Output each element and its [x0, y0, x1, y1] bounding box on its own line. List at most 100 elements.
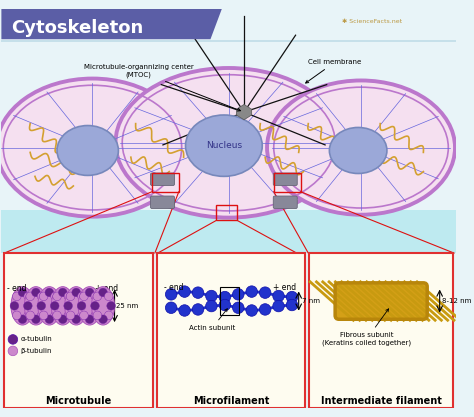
- Text: Microfilament: Microfilament: [193, 396, 269, 406]
- Ellipse shape: [91, 286, 115, 325]
- Circle shape: [259, 304, 271, 315]
- Bar: [309, 253, 453, 409]
- Circle shape: [39, 311, 48, 320]
- Circle shape: [8, 334, 18, 344]
- Bar: [1, 210, 456, 253]
- Text: Cell membrane: Cell membrane: [306, 59, 362, 83]
- Circle shape: [273, 290, 284, 302]
- Circle shape: [192, 287, 204, 299]
- Circle shape: [93, 301, 102, 310]
- Circle shape: [91, 292, 100, 301]
- Text: Microtubule-organnizing center
(MTOC): Microtubule-organnizing center (MTOC): [83, 64, 240, 111]
- Circle shape: [26, 301, 35, 310]
- Circle shape: [179, 305, 191, 316]
- Circle shape: [64, 301, 73, 310]
- Circle shape: [233, 302, 244, 314]
- Circle shape: [192, 304, 204, 315]
- Circle shape: [26, 311, 35, 320]
- Text: + end: + end: [273, 283, 296, 291]
- Circle shape: [99, 288, 108, 297]
- Circle shape: [24, 292, 33, 301]
- Ellipse shape: [185, 115, 262, 176]
- Circle shape: [259, 287, 271, 299]
- Circle shape: [246, 305, 257, 316]
- Circle shape: [50, 301, 59, 310]
- Circle shape: [93, 292, 101, 301]
- Bar: [220, 286, 239, 315]
- Circle shape: [66, 311, 75, 320]
- Circle shape: [85, 315, 94, 324]
- Circle shape: [165, 302, 177, 314]
- Circle shape: [72, 315, 81, 324]
- Circle shape: [78, 311, 86, 320]
- Circle shape: [91, 301, 100, 310]
- FancyBboxPatch shape: [273, 173, 297, 186]
- Circle shape: [91, 311, 100, 320]
- Text: Actin subunit: Actin subunit: [189, 309, 236, 331]
- Text: ✱ ScienceFacts.net: ✱ ScienceFacts.net: [342, 20, 402, 25]
- Circle shape: [64, 292, 73, 301]
- Ellipse shape: [0, 78, 188, 217]
- Circle shape: [80, 292, 88, 301]
- Ellipse shape: [116, 68, 342, 218]
- Ellipse shape: [57, 126, 118, 176]
- Circle shape: [179, 286, 191, 297]
- Ellipse shape: [64, 286, 88, 325]
- Circle shape: [64, 311, 73, 320]
- Circle shape: [26, 292, 35, 301]
- Circle shape: [233, 289, 244, 300]
- Circle shape: [165, 289, 177, 300]
- Circle shape: [53, 311, 62, 320]
- Circle shape: [37, 292, 46, 301]
- Text: - end: - end: [164, 283, 184, 291]
- Circle shape: [80, 301, 89, 310]
- Text: Microtubule: Microtubule: [46, 396, 112, 406]
- Circle shape: [107, 301, 115, 310]
- Circle shape: [37, 301, 46, 310]
- Circle shape: [40, 301, 48, 310]
- Circle shape: [78, 292, 86, 301]
- Circle shape: [24, 301, 32, 310]
- Circle shape: [58, 288, 67, 297]
- Ellipse shape: [329, 128, 387, 173]
- Circle shape: [246, 286, 257, 297]
- Ellipse shape: [51, 286, 74, 325]
- Circle shape: [8, 346, 18, 356]
- Ellipse shape: [11, 286, 34, 325]
- Circle shape: [32, 315, 40, 324]
- Text: + end: + end: [95, 284, 118, 294]
- Circle shape: [18, 315, 27, 324]
- Text: α-tubulin: α-tubulin: [20, 337, 52, 342]
- Text: Nucleus: Nucleus: [206, 141, 242, 150]
- Circle shape: [12, 311, 21, 320]
- Circle shape: [99, 315, 108, 324]
- Circle shape: [37, 311, 46, 320]
- Circle shape: [45, 288, 54, 297]
- FancyBboxPatch shape: [335, 283, 427, 319]
- Ellipse shape: [24, 286, 47, 325]
- Circle shape: [286, 291, 298, 303]
- Circle shape: [85, 288, 94, 297]
- Circle shape: [80, 311, 88, 320]
- Circle shape: [12, 292, 21, 301]
- Text: - end: - end: [7, 284, 27, 294]
- Bar: [216, 205, 237, 221]
- Circle shape: [58, 315, 67, 324]
- Bar: [157, 253, 305, 409]
- Circle shape: [104, 311, 113, 320]
- Circle shape: [24, 311, 33, 320]
- Text: Cytoskeleton: Cytoskeleton: [11, 19, 143, 37]
- FancyBboxPatch shape: [151, 173, 174, 186]
- Text: 8-12 nm: 8-12 nm: [442, 298, 471, 304]
- Bar: [1, 42, 456, 248]
- Circle shape: [104, 292, 113, 301]
- Circle shape: [219, 299, 230, 311]
- Circle shape: [53, 292, 62, 301]
- Text: β-tubulin: β-tubulin: [20, 348, 52, 354]
- Circle shape: [93, 311, 101, 320]
- Circle shape: [10, 301, 19, 310]
- Circle shape: [66, 292, 75, 301]
- FancyBboxPatch shape: [273, 196, 297, 208]
- Circle shape: [72, 288, 81, 297]
- Circle shape: [39, 292, 48, 301]
